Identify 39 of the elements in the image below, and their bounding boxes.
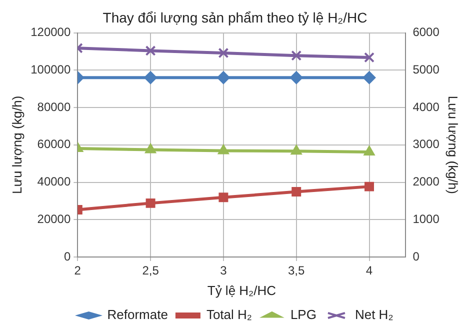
x-tick-label: 2,5 xyxy=(142,264,160,278)
legend-label: LPG xyxy=(290,307,316,322)
point xyxy=(362,71,376,84)
y2-tick-label: 0 xyxy=(412,249,420,264)
point xyxy=(218,144,230,154)
point xyxy=(146,198,156,208)
x-tick-label: 2 xyxy=(74,264,82,278)
y2-tick-label: 1000 xyxy=(412,212,440,226)
point xyxy=(290,144,302,155)
y-tick-label: 20000 xyxy=(37,212,71,226)
y2-tick-label: 5000 xyxy=(412,62,440,76)
y-tick-label: 80000 xyxy=(37,100,71,114)
y-tick-label: 120000 xyxy=(30,25,71,40)
point xyxy=(364,182,374,192)
chart-title: Thay đổi lượng sản phẩm theo tỷ lệ H₂/HC xyxy=(102,9,368,26)
y-tick-label: 100000 xyxy=(30,62,71,76)
y2-tick-label: 2000 xyxy=(412,174,440,189)
y-tick-label: 0 xyxy=(64,249,71,264)
y2-axis-title: Lưu lượng (kg/h) xyxy=(446,96,461,194)
point xyxy=(292,187,302,197)
y-axis-title: Lưu lượng (kg/h) xyxy=(9,96,24,194)
point xyxy=(218,192,228,202)
point xyxy=(216,71,230,84)
point xyxy=(144,71,158,84)
legend-label: Net H₂ xyxy=(354,307,394,322)
x-tick-label: 3 xyxy=(220,264,228,278)
y2-tick-label: 6000 xyxy=(412,25,440,40)
legend-label: Reformate xyxy=(107,307,168,322)
y-tick-label: 60000 xyxy=(37,137,71,152)
y2-tick-label: 4000 xyxy=(412,100,440,114)
y-tick-label: 40000 xyxy=(37,174,71,189)
x-tick-label: 3,5 xyxy=(288,264,306,278)
y2-tick-label: 3000 xyxy=(412,137,440,152)
x-tick-label: 4 xyxy=(366,264,373,278)
legend-label: Total H₂ xyxy=(206,307,252,322)
point xyxy=(144,143,156,154)
x-axis-title: Tỷ lệ H₂/HC xyxy=(207,282,276,298)
point xyxy=(364,146,375,156)
point xyxy=(290,71,303,84)
